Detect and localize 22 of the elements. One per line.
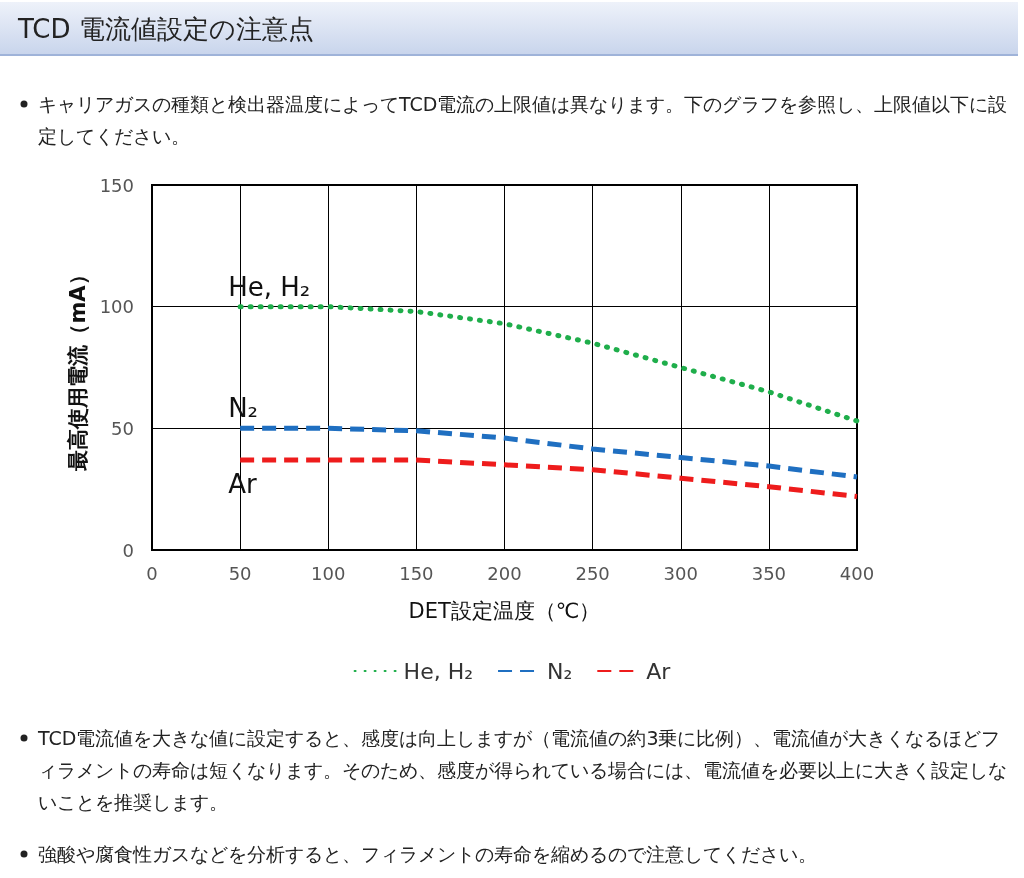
- y-tick-label: 100: [99, 296, 134, 318]
- y-tick-label: 50: [111, 417, 134, 439]
- x-tick-label: 100: [311, 562, 346, 584]
- x-tick-label: 300: [663, 562, 698, 584]
- legend-label: N₂: [547, 658, 573, 684]
- x-tick-label: 150: [399, 562, 434, 584]
- x-tick-label: 0: [146, 562, 158, 584]
- text: 強酸や腐食性ガスなどを分析すると、フィラメントの寿命を縮めるので注意してください。: [37, 842, 818, 867]
- x-axis-title: DET設定温度（℃）: [408, 598, 601, 623]
- x-tick-label: 200: [487, 562, 522, 584]
- y-tick-label: 150: [99, 174, 134, 196]
- y-tick-label: 0: [122, 539, 134, 561]
- chart-subtitle: キャリアガスの種類と検出器温度によってTCD電流の上限値は異なります。下のグラフを参照し、上限値以下に設定してください。: [37, 92, 1009, 149]
- x-tick-label: 250: [575, 562, 610, 584]
- x-tick-label: 50: [228, 562, 252, 584]
- legend-label: Ar: [646, 658, 672, 684]
- x-tick-label: 400: [839, 562, 875, 584]
- y-axis-title: 最高使用電流（mA）: [66, 264, 91, 472]
- x-tick-label: 350: [751, 562, 787, 584]
- chart-title: TCD 電流値設定の注意点: [0, 2, 1018, 56]
- legend-label: He, H₂: [403, 658, 474, 684]
- text: TCD電流値を大きな値に設定すると、感度は向上しますが（電流値の約3乗に比例）、電流値が大きくなるほどフィラメントの寿命は短くなります。そのため、感度が得られている場合には、電流値を必要以上に大きく設定しないことを推奨します。: [37, 726, 1008, 815]
